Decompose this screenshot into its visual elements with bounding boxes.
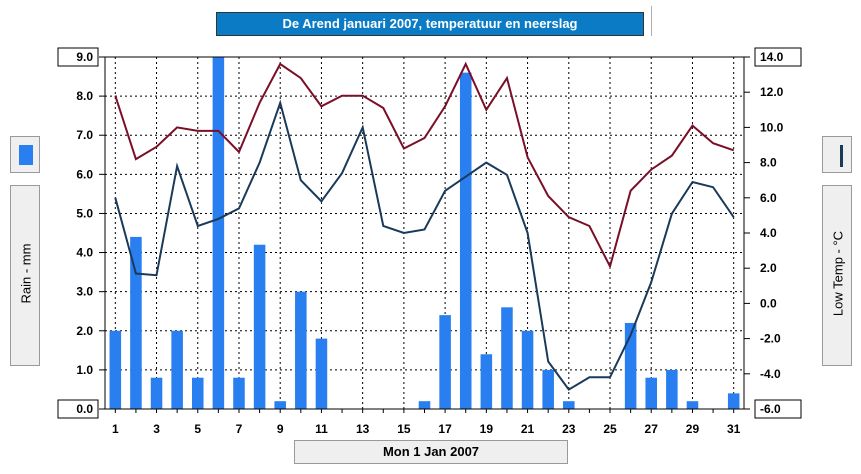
- left-max-box: [57, 47, 99, 67]
- x-axis-label: Mon 1 Jan 2007: [294, 440, 568, 464]
- left-tick-label: 6.0: [76, 167, 93, 181]
- rain-bar: [274, 401, 286, 409]
- rain-bar: [295, 291, 307, 409]
- x-tick-label: 11: [315, 422, 328, 436]
- right-tick-label: 8.0: [760, 156, 777, 170]
- line-series-icon: [840, 145, 843, 167]
- rain-bar: [459, 72, 472, 410]
- right-min-box: [754, 399, 802, 419]
- x-tick-label: 17: [438, 422, 452, 436]
- x-tick-label: 29: [686, 422, 700, 436]
- x-tick-label: 1: [112, 422, 119, 436]
- x-tick-label: 31: [727, 422, 741, 436]
- left-tick-label: 7.0: [76, 128, 93, 142]
- x-tick-label: 9: [277, 422, 284, 436]
- rain-bar: [686, 401, 699, 409]
- rain-bar: [315, 338, 328, 409]
- rain-bar: [418, 401, 431, 409]
- left-tick-label: 0.0: [76, 402, 93, 416]
- rain-bar: [666, 369, 678, 409]
- rain-bar: [171, 330, 183, 409]
- rain-bar: [439, 315, 451, 409]
- left-tick-label: 5.0: [76, 206, 93, 220]
- rain-bar: [645, 377, 658, 409]
- right-tick-label: 0.0: [760, 296, 777, 310]
- right-tick-label: -4.0: [760, 367, 781, 381]
- right-tick-label: 4.0: [760, 226, 777, 240]
- rain-bar: [233, 377, 245, 409]
- x-tick-label: 25: [603, 422, 617, 436]
- bar-series-icon: [19, 145, 33, 165]
- rain-bar: [109, 330, 122, 409]
- left-tick-label: 1.0: [76, 363, 93, 377]
- x-tick-label: 3: [153, 422, 160, 436]
- left-axis-label-box: Rain - mm: [10, 185, 40, 366]
- x-tick-label: 13: [356, 422, 370, 436]
- title-separator: [651, 6, 652, 36]
- left-tick-label: 4.0: [76, 246, 93, 260]
- right-tick-label: -2.0: [760, 332, 781, 346]
- rain-bar: [212, 57, 225, 409]
- high-temp-line: [114, 61, 735, 270]
- left-min-box: [57, 399, 99, 419]
- rain-bar: [150, 377, 163, 409]
- rain-bar: [480, 354, 493, 409]
- right-max-box: [754, 47, 802, 67]
- rain-bar: [727, 393, 740, 409]
- rain-bar: [542, 369, 554, 409]
- rain-bar: [130, 236, 142, 409]
- rain-bar: [624, 322, 637, 409]
- temp-legend-box[interactable]: [822, 136, 852, 173]
- rain-bar: [521, 330, 534, 409]
- rain-bar: [563, 401, 575, 409]
- chart-title: De Arend januari 2007, temperatuur en ne…: [216, 12, 644, 36]
- left-tick-label: 9.0: [76, 50, 93, 64]
- right-tick-label: 12.0: [760, 85, 784, 99]
- right-tick-label: 14.0: [760, 50, 784, 64]
- x-tick-label: 21: [521, 422, 535, 436]
- low-temp-line: [114, 99, 735, 391]
- x-tick-label: 15: [397, 422, 411, 436]
- plot-area: [104, 56, 745, 410]
- rain-bar: [501, 307, 513, 409]
- rain-bar: [253, 244, 266, 409]
- right-tick-label: 6.0: [760, 191, 777, 205]
- left-tick-label: 8.0: [76, 89, 93, 103]
- x-tick-label: 7: [236, 422, 243, 436]
- right-tick-label: 2.0: [760, 261, 777, 275]
- rain-legend-box[interactable]: [10, 136, 40, 173]
- x-tick-label: 5: [194, 422, 201, 436]
- x-tick-label: 19: [480, 422, 494, 436]
- left-tick-label: 3.0: [76, 285, 93, 299]
- rain-bar: [191, 377, 204, 409]
- right-axis-label-box: Low Temp - °C: [822, 185, 852, 366]
- x-tick-label: 23: [562, 422, 576, 436]
- left-tick-label: 2.0: [76, 324, 93, 338]
- x-tick-label: 27: [645, 422, 659, 436]
- right-tick-label: 10.0: [760, 120, 784, 134]
- right-tick-label: -6.0: [760, 402, 781, 416]
